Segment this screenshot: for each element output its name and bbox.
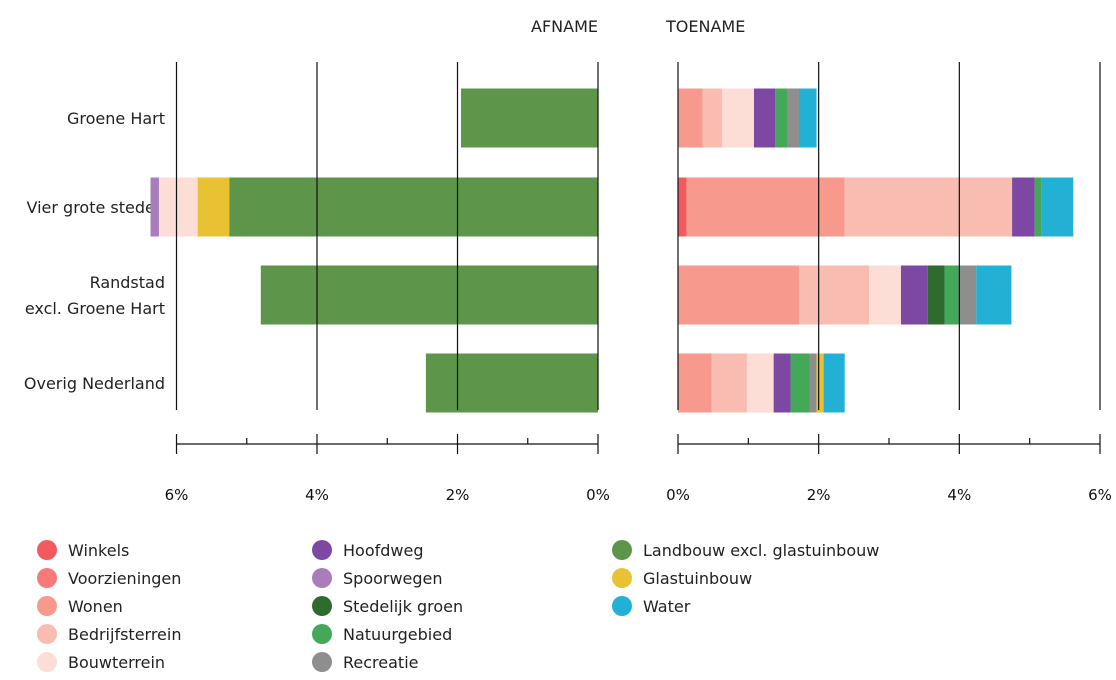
bar-segment-toename [678, 88, 703, 148]
legend-swatch [612, 540, 632, 560]
legend-swatch [37, 624, 57, 644]
bar-segment-toename [869, 265, 901, 325]
legend-item: Landbouw excl. glastuinbouw [612, 540, 879, 560]
bar-segment-toename [746, 353, 774, 413]
bar-segment-toename [844, 177, 1013, 237]
bar-segment-toename [900, 265, 928, 325]
legend-item: Natuurgebied [312, 624, 452, 644]
legend-swatch [312, 568, 332, 588]
legend-label: Bedrijfsterrein [68, 624, 182, 644]
legend-label: Glastuinbouw [643, 568, 753, 588]
x-tick-label: 4% [947, 486, 971, 504]
bar-segment-toename [702, 88, 723, 148]
legend-item: Glastuinbouw [612, 568, 752, 588]
legend-swatch [312, 624, 332, 644]
panel-title-toename: TOENAME [665, 17, 745, 36]
bar-segment-toename [787, 88, 799, 148]
legend-label: Natuurgebied [343, 624, 453, 644]
legend-label: Landbouw excl. glastuinbouw [643, 540, 880, 560]
bar-segment-afname [461, 88, 598, 148]
bar-segment-toename [823, 353, 845, 413]
x-tick-label: 2% [807, 486, 831, 504]
x-tick-label: 4% [305, 486, 329, 504]
legend-label: Recreatie [343, 652, 419, 672]
legend-label: Spoorwegen [343, 568, 443, 588]
bar-segment-toename [722, 88, 754, 148]
bar-segment-toename [678, 177, 687, 237]
legend-swatch [612, 568, 632, 588]
legend-label: Voorzieningen [68, 568, 182, 588]
legend-swatch [37, 568, 57, 588]
x-tick-label: 6% [1088, 486, 1112, 504]
x-tick-label: 0% [586, 486, 610, 504]
bar-segment-toename [711, 353, 747, 413]
legend-item: Voorzieningen [37, 568, 181, 588]
legend-item: Bedrijfsterrein [37, 624, 181, 644]
bar-segment-afname [229, 177, 598, 237]
bar-segment-toename [798, 88, 817, 148]
legend-item: Spoorwegen [312, 568, 443, 588]
bar-segment-toename [1034, 177, 1042, 237]
bar-segment-toename [753, 88, 776, 148]
bar-segment-afname [197, 177, 230, 237]
diverging-bar-chart: AFNAME TOENAME Groene Hart Vier grote stede… [24, 17, 1112, 504]
bar-segment-toename [958, 265, 977, 325]
bar-segment-toename [944, 265, 959, 325]
category-label: Vier grote steden [26, 198, 165, 217]
legend-label: Hoofdweg [343, 540, 424, 560]
x-tick-label: 6% [165, 486, 189, 504]
bar-segment-toename [790, 353, 810, 413]
bar-segment-toename [798, 265, 870, 325]
category-label: Groene Hart [67, 109, 165, 128]
x-tick-label: 2% [446, 486, 470, 504]
category-label: Overig Nederland [24, 374, 165, 393]
legend-item: Wonen [37, 596, 123, 616]
legend-label: Stedelijk groen [343, 596, 464, 616]
legend-item: Hoofdweg [312, 540, 423, 560]
legend-label: Bouwterrein [68, 652, 166, 672]
legend-swatch [37, 596, 57, 616]
bar-segment-toename [775, 88, 788, 148]
bar-segment-afname [158, 177, 198, 237]
legend-label: Water [643, 596, 691, 616]
legend-item: Bouwterrein [37, 652, 165, 672]
bar-segment-afname [425, 353, 598, 413]
bar-segment-toename [1041, 177, 1074, 237]
bar-segment-toename [927, 265, 945, 325]
bar-segment-toename [678, 353, 712, 413]
category-label: Randstad excl. Groene Hart [25, 273, 165, 318]
bar-segment-afname [260, 265, 598, 325]
panel-title-afname: AFNAME [531, 17, 598, 36]
bar-segment-toename [809, 353, 817, 413]
bar-segment-afname [150, 177, 159, 237]
legend-label: Wonen [68, 596, 123, 616]
bar-segment-toename [773, 353, 791, 413]
bar-segment-toename [686, 177, 845, 237]
legend-swatch [612, 596, 632, 616]
bar-segment-toename [1012, 177, 1035, 237]
legend-item: Stedelijk groen [312, 596, 463, 616]
bar-segment-toename [976, 265, 1012, 325]
bar-segment-toename [678, 265, 799, 325]
x-tick-label: 0% [666, 486, 690, 504]
bar-segment-toename [816, 353, 824, 413]
legend-swatch [312, 652, 332, 672]
legend-item: Winkels [37, 540, 129, 560]
legend-swatch [37, 540, 57, 560]
legend-item: Recreatie [312, 652, 418, 672]
legend-label: Winkels [68, 540, 130, 560]
legend-swatch [37, 652, 57, 672]
legend-item: Water [612, 596, 690, 616]
legend-swatch [312, 540, 332, 560]
legend-swatch [312, 596, 332, 616]
